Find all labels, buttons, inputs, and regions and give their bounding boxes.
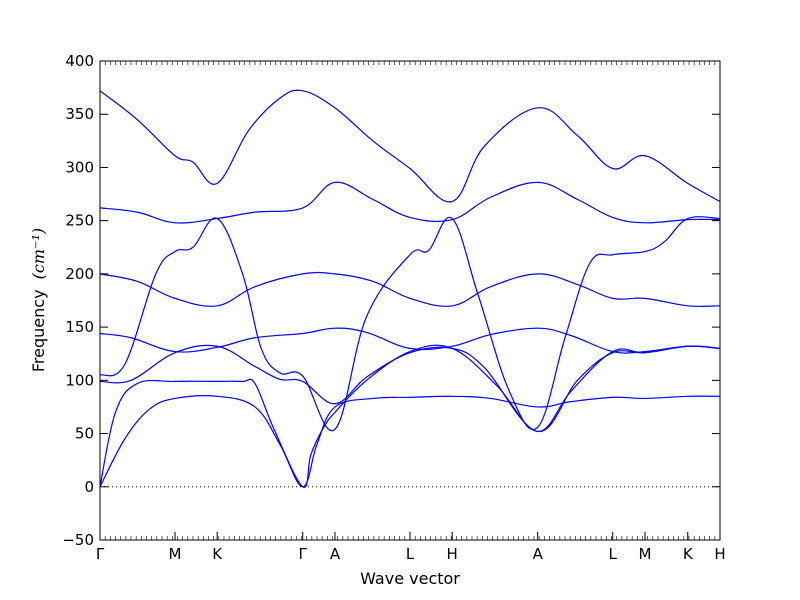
x-tick-label: M: [639, 545, 652, 563]
x-tick-label: L: [609, 545, 618, 563]
x-tick-label: H: [447, 545, 458, 563]
y-tick-label: 0: [84, 478, 94, 496]
band-line-6: [99, 271, 721, 308]
y-tick-label: 350: [65, 105, 94, 123]
series-layer: [99, 89, 721, 488]
y-axis-label-unit: (cm⁻¹): [29, 228, 48, 279]
axis-layer: −50 0 50 100 150 200 250 300 350 400 Γ M K Γ A L H A L M K H: [62, 52, 725, 563]
y-tick-label: 150: [65, 318, 94, 336]
band-line-1: [99, 395, 721, 488]
x-tick-label: Γ: [96, 545, 105, 563]
y-tick-label: 200: [65, 265, 94, 283]
x-tick-label: K: [212, 545, 223, 563]
x-tick-label: H: [714, 545, 725, 563]
x-tick-label: A: [330, 545, 341, 563]
band-line-2: [99, 344, 721, 488]
x-tick-label: M: [169, 545, 182, 563]
y-tick-label: 300: [65, 158, 94, 176]
y-tick-label: 250: [65, 212, 94, 230]
plot-background: [100, 61, 720, 540]
band-line-8: [99, 89, 721, 203]
x-tick-label: A: [533, 545, 544, 563]
y-tick-label: 100: [65, 371, 94, 389]
y-tick-label: 50: [75, 425, 94, 443]
x-axis-label: Wave vector: [360, 569, 460, 588]
y-axis-label: Frequency (cm⁻¹): [29, 228, 48, 372]
y-tick-label: 400: [65, 52, 94, 70]
band-line-7: [99, 181, 721, 224]
band-line-5: [99, 327, 721, 354]
y-tick-label: −50: [62, 531, 94, 549]
band-line-4: [99, 216, 721, 432]
x-tick-label: Γ: [299, 545, 308, 563]
band-line-3: [99, 344, 721, 433]
x-tick-label: L: [406, 545, 415, 563]
plot-area: [100, 61, 720, 540]
x-tick-label: K: [683, 545, 694, 563]
y-axis-label-text: Frequency: [29, 289, 48, 372]
